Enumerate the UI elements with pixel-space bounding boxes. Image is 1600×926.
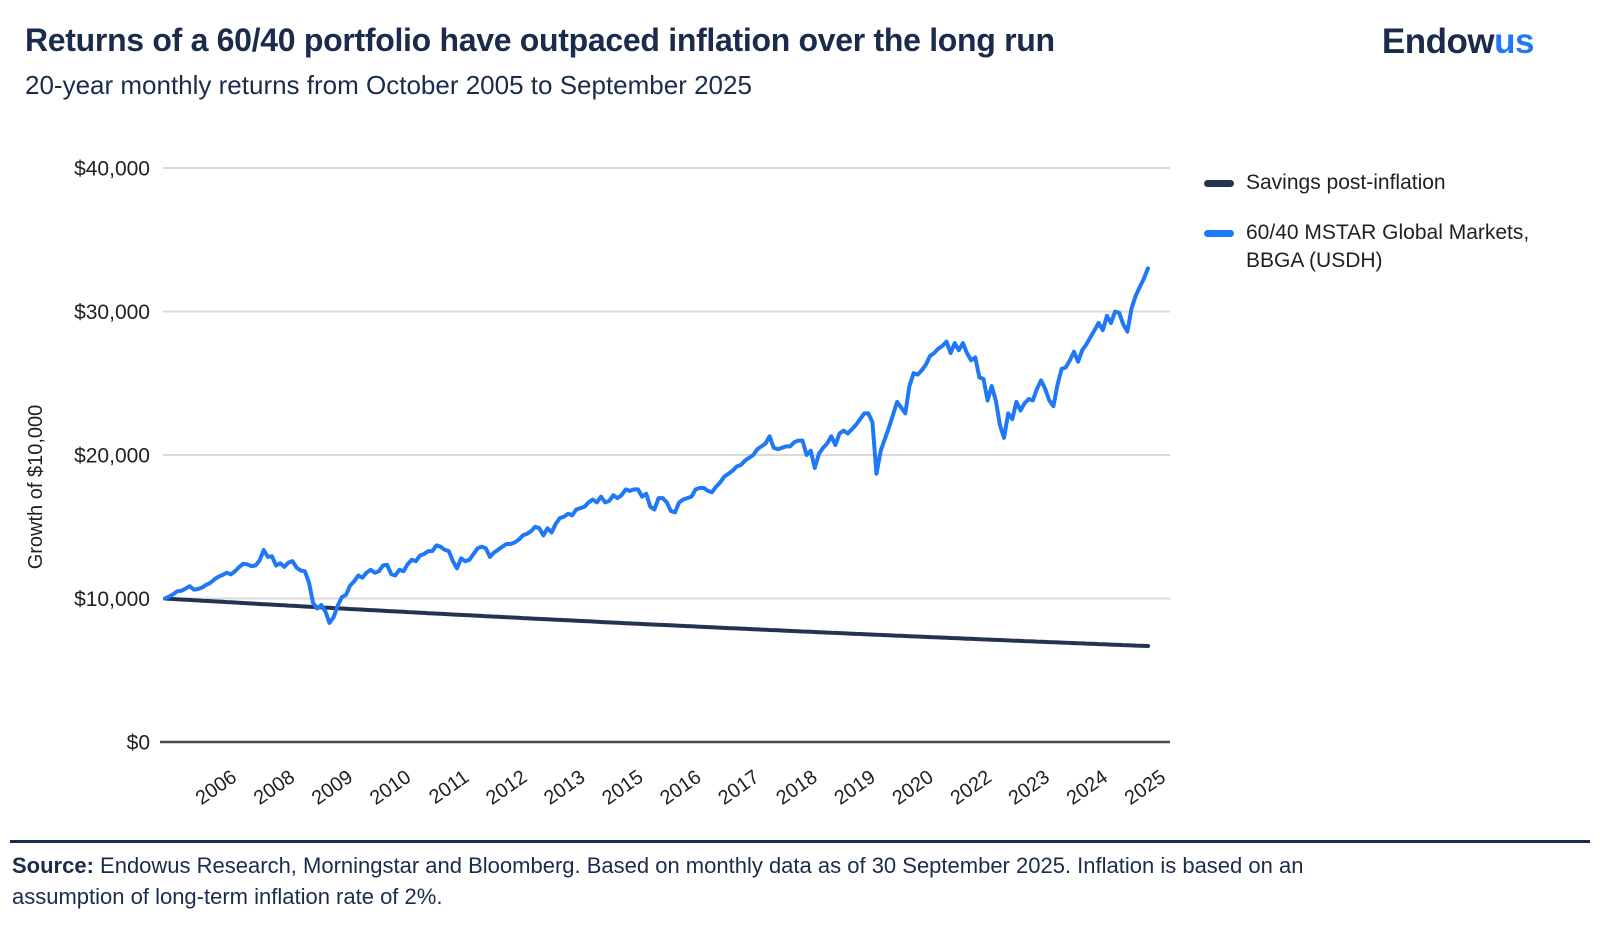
legend: Savings post-inflation 60/40 MSTAR Globa… bbox=[1204, 169, 1564, 275]
x-tick-label: 2011 bbox=[425, 766, 473, 809]
x-tick-label: 2018 bbox=[772, 766, 821, 810]
page-subtitle: 20-year monthly returns from October 200… bbox=[25, 70, 752, 100]
x-tick-label: 2025 bbox=[1121, 766, 1170, 810]
x-tick-label: 2017 bbox=[714, 766, 763, 810]
x-tick-label: 2022 bbox=[947, 766, 996, 810]
source-label: Source: bbox=[12, 853, 94, 878]
x-tick-label: 2012 bbox=[482, 766, 531, 810]
legend-label-portfolio: 60/40 MSTAR Global Markets, BBGA (USDH) bbox=[1246, 221, 1530, 272]
logo-text-primary: Endow bbox=[1381, 22, 1495, 61]
logo-text-accent: us bbox=[1494, 22, 1534, 61]
x-tick-label: 2016 bbox=[656, 766, 705, 810]
y-tick-label: $30,000 bbox=[74, 301, 150, 324]
y-tick-label: $20,000 bbox=[74, 445, 150, 468]
x-tick-label: 2024 bbox=[1063, 766, 1112, 810]
source-line2: assumption of long-term inflation rate o… bbox=[12, 884, 443, 909]
endowus-logo: Endowus bbox=[1381, 22, 1535, 62]
x-tick-label: 2008 bbox=[250, 766, 299, 810]
source-line1: Endowus Research, Morningstar and Bloomb… bbox=[93, 853, 1304, 878]
x-tick-label: 2006 bbox=[192, 766, 241, 810]
y-tick-label: $10,000 bbox=[74, 588, 150, 611]
y-axis-title: Growth of $10,000 bbox=[25, 405, 47, 570]
legend-label-savings: Savings post-inflation bbox=[1246, 171, 1446, 194]
y-tick-label: $40,000 bbox=[74, 158, 150, 181]
legend-item-savings: Savings post-inflation bbox=[1204, 169, 1564, 197]
x-tick-label: 2023 bbox=[1005, 766, 1054, 810]
page-title: Returns of a 60/40 portfolio have outpac… bbox=[25, 22, 1055, 58]
y-tick-label: $0 bbox=[127, 732, 150, 755]
legend-swatch-portfolio bbox=[1204, 230, 1234, 237]
footer-divider bbox=[10, 840, 1590, 843]
portfolio-line bbox=[163, 266, 1150, 625]
legend-swatch-savings bbox=[1204, 180, 1234, 187]
legend-item-portfolio: 60/40 MSTAR Global Markets, BBGA (USDH) bbox=[1204, 219, 1564, 275]
source-text: Source: Endowus Research, Morningstar an… bbox=[12, 850, 1592, 912]
x-tick-label: 2020 bbox=[889, 766, 938, 810]
savings-line bbox=[163, 596, 1150, 648]
x-tick-label: 2010 bbox=[366, 766, 415, 810]
x-tick-label: 2013 bbox=[540, 766, 589, 810]
x-tick-label: 2019 bbox=[830, 766, 879, 810]
x-tick-label: 2015 bbox=[598, 766, 647, 810]
x-tick-label: 2009 bbox=[308, 766, 357, 810]
